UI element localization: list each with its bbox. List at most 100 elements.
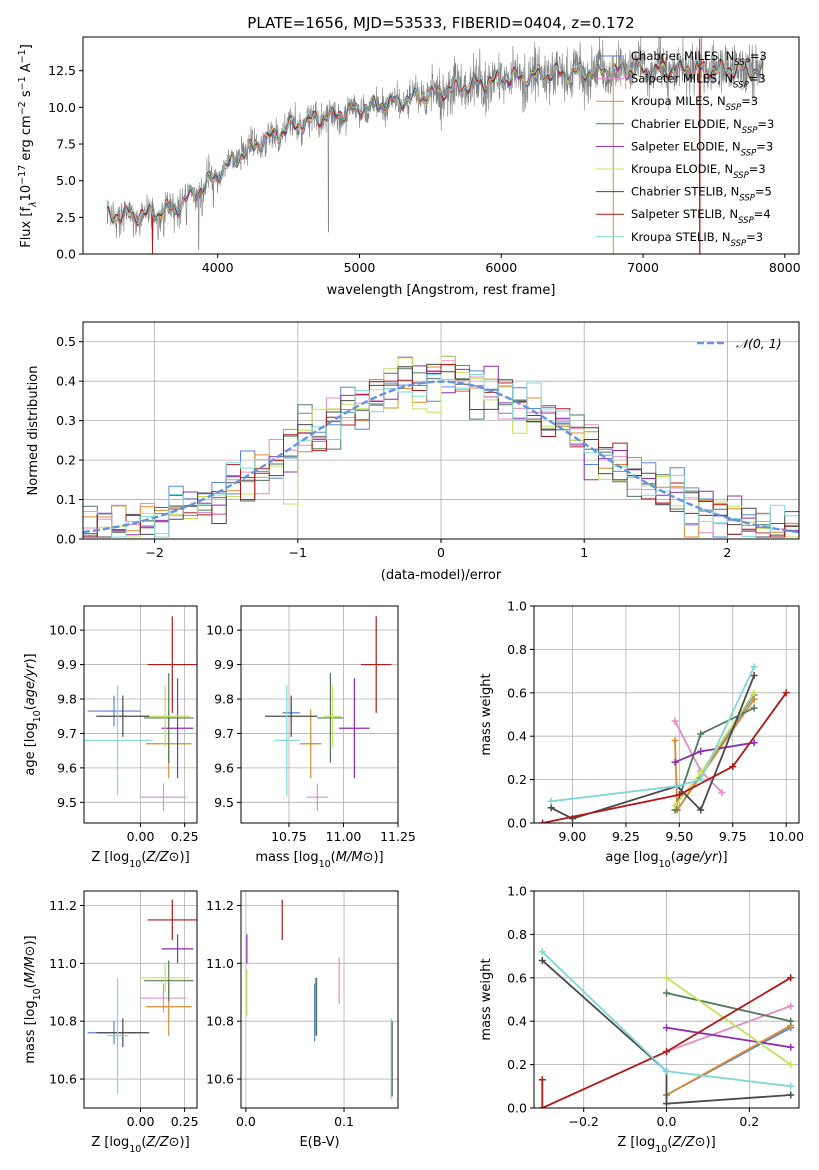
age-vs-Z-ylabel-part: 10 xyxy=(32,710,43,722)
mass-vs-Z-xlabel-part: Z/Z⊙ xyxy=(145,1135,179,1150)
spectrum-xtick-label: 4000 xyxy=(202,260,234,275)
legend-label-part: Chabrier ELODIE, N xyxy=(631,117,742,131)
weight-vs-Z-xlabel-part: )] xyxy=(706,1135,716,1150)
weight-point-marker xyxy=(538,956,546,964)
residual-histogram xyxy=(83,373,799,539)
weight-point-marker xyxy=(697,776,705,784)
weight-point-marker xyxy=(782,689,790,697)
spectrum-ylabel-part: Flux [f xyxy=(19,207,34,248)
legend-label-part: =3 xyxy=(741,94,758,108)
weight-vs-Z-ytick-label: 0.8 xyxy=(507,927,527,942)
residuals-ytick-label: 0.3 xyxy=(56,413,76,428)
age-vs-Z-ylabel: age [log10(age/yr)] xyxy=(23,653,43,775)
normal-legend-label: 𝒩(0, 1) xyxy=(736,336,782,351)
weight-vs-Z-xlabel-part: 10 xyxy=(655,1144,667,1155)
age-vs-Z-ylabel-part: age [log xyxy=(23,722,38,775)
age-vs-mass-ytick-label: 9.6 xyxy=(214,760,234,775)
age-vs-Z-frame xyxy=(83,605,198,824)
weight-vs-Z-frame xyxy=(533,890,800,1109)
weight-vs-age-ytick-label: 0.6 xyxy=(507,685,527,700)
weight-vs-age-panel: 9.00 9.25 9.50 9.75 10.00 0.0 0.2 0.4 0.6 0.8 1.0 a… xyxy=(479,599,804,870)
age-vs-Z-xtick-label: 0.00 xyxy=(127,829,155,844)
age-vs-mass-xtick-label: 11.25 xyxy=(380,829,416,844)
weight-series-line xyxy=(666,1005,792,1053)
weight-vs-age-xlabel-part: 10 xyxy=(659,859,671,870)
weight-point-marker xyxy=(750,704,758,712)
legend-label: Chabrier STELIB, NSSP=5 xyxy=(631,185,772,204)
weight-vs-Z-ytick-label: 1.0 xyxy=(507,884,527,899)
legend-label-part: Kroupa STELIB, N xyxy=(631,230,731,244)
legend-label-part: Salpeter ELODIE, N xyxy=(631,139,741,153)
mass-vs-EBV-xtick-label: 0.1 xyxy=(334,1114,354,1129)
legend-label-part: SSP xyxy=(733,81,749,91)
weight-point-marker xyxy=(547,804,555,812)
weight-vs-Z-xtick-label: −0.2 xyxy=(569,1114,599,1129)
weight-vs-Z-ytick-label: 0.0 xyxy=(507,1101,527,1116)
weight-point-marker xyxy=(671,737,679,745)
age-vs-mass-panel: 10.75 11.00 11.25 9.5 9.6 9.7 9.8 9.9 10.0 mass [… xyxy=(206,605,416,870)
age-vs-Z-xlabel-part: 10 xyxy=(129,859,141,870)
legend-label-part: Kroupa ELODIE, N xyxy=(631,162,733,176)
mass-vs-Z-ylabel-part: ( xyxy=(23,983,38,988)
legend-label-part: SSP xyxy=(741,148,757,158)
weight-vs-age-xlabel: age [log10(age/yr)] xyxy=(605,850,727,870)
mass-vs-Z-ytick-label: 10.8 xyxy=(49,1014,77,1029)
weight-vs-Z-plot-area xyxy=(534,891,799,1108)
legend-label: Salpeter MILES, NSSP=3 xyxy=(631,72,766,91)
mass-vs-Z-ylabel-part: 10 xyxy=(32,988,43,1000)
legend-label-part: =5 xyxy=(755,185,772,199)
spectrum-xtick-label: 6000 xyxy=(485,260,517,275)
weight-vs-Z-ytick-label: 0.6 xyxy=(507,970,527,985)
weight-vs-Z-xlabel: Z [log10(Z/Z⊙)] xyxy=(617,1135,715,1155)
legend-label-part: =3 xyxy=(749,72,766,86)
age-vs-Z-ytick-label: 9.6 xyxy=(57,760,77,775)
residuals-ytick-label: 0.2 xyxy=(56,453,76,468)
legend-label-part: Kroupa MILES, N xyxy=(631,94,726,108)
weight-point-marker xyxy=(787,1002,795,1010)
weight-point-marker xyxy=(787,1017,795,1025)
spectrum-ylabel-part: −17 xyxy=(17,165,28,185)
age-vs-mass-xlabel-part: mass [log xyxy=(255,850,318,865)
weight-vs-Z-xlabel-part: Z/Z⊙ xyxy=(671,1135,705,1150)
residuals-ylabel: Normed distribution xyxy=(26,366,41,496)
weight-vs-age-xlabel-part: )] xyxy=(717,850,727,865)
figure-title: PLATE=1656, MJD=53533, FIBERID=0404, z=0… xyxy=(247,14,634,32)
residuals-panel: −2 −1 0 1 2 0.0 0.1 0.2 0.3 0.4 0.5 𝒩(0, 1) (data-mo… xyxy=(26,321,800,583)
age-vs-Z-ylabel-part: age/yr xyxy=(23,662,38,705)
weight-vs-age-ytick-label: 0.0 xyxy=(507,816,527,831)
mass-vs-EBV-ytick-label: 10.6 xyxy=(206,1072,234,1087)
age-vs-mass-ytick-label: 9.8 xyxy=(214,692,234,707)
spectrum-ytick-label: 12.5 xyxy=(48,63,76,78)
weight-vs-age-xtick-label: 9.75 xyxy=(719,829,747,844)
weight-vs-Z-ytick-label: 0.4 xyxy=(507,1014,527,1029)
legend-label: Salpeter STELIB, NSSP=4 xyxy=(631,207,771,226)
residuals-xtick-label: −2 xyxy=(145,545,163,560)
residuals-xtick-label: 1 xyxy=(580,545,588,560)
spectrum-xtick-label: 5000 xyxy=(344,260,376,275)
age-vs-mass-xtick-label: 10.75 xyxy=(271,829,307,844)
weight-point-marker xyxy=(697,730,705,738)
age-vs-Z-xlabel: Z [log10(Z/Z⊙)] xyxy=(91,850,189,870)
weight-point-marker xyxy=(547,797,555,805)
weight-series-line xyxy=(666,1024,792,1096)
weight-vs-age-ytick-label: 0.8 xyxy=(507,642,527,657)
spectrum-xtick-label: 7000 xyxy=(627,260,659,275)
age-vs-mass-ytick-label: 9.9 xyxy=(214,657,234,672)
mass-vs-EBV-ytick-label: 11.0 xyxy=(206,956,234,971)
mass-vs-Z-plot-area xyxy=(84,891,197,1108)
age-vs-Z-ytick-label: 10.0 xyxy=(49,623,77,638)
residual-histogram xyxy=(83,363,799,539)
weight-point-marker xyxy=(787,1043,795,1051)
mass-vs-EBV-plot-area xyxy=(241,891,398,1108)
weight-vs-age-xtick-label: 9.25 xyxy=(612,829,640,844)
spectrum-ylabel-part: λ xyxy=(28,201,39,208)
residuals-ytick-label: 0.5 xyxy=(56,334,76,349)
age-vs-mass-xtick-label: 11.00 xyxy=(326,829,362,844)
spectrum-ytick-label: 10.0 xyxy=(48,100,76,115)
age-vs-mass-xlabel-part: M/M⊙ xyxy=(336,850,374,865)
weight-vs-age-ytick-label: 0.2 xyxy=(507,772,527,787)
weight-series-line xyxy=(541,977,792,1108)
age-vs-Z-ylabel-part: ( xyxy=(23,705,38,710)
